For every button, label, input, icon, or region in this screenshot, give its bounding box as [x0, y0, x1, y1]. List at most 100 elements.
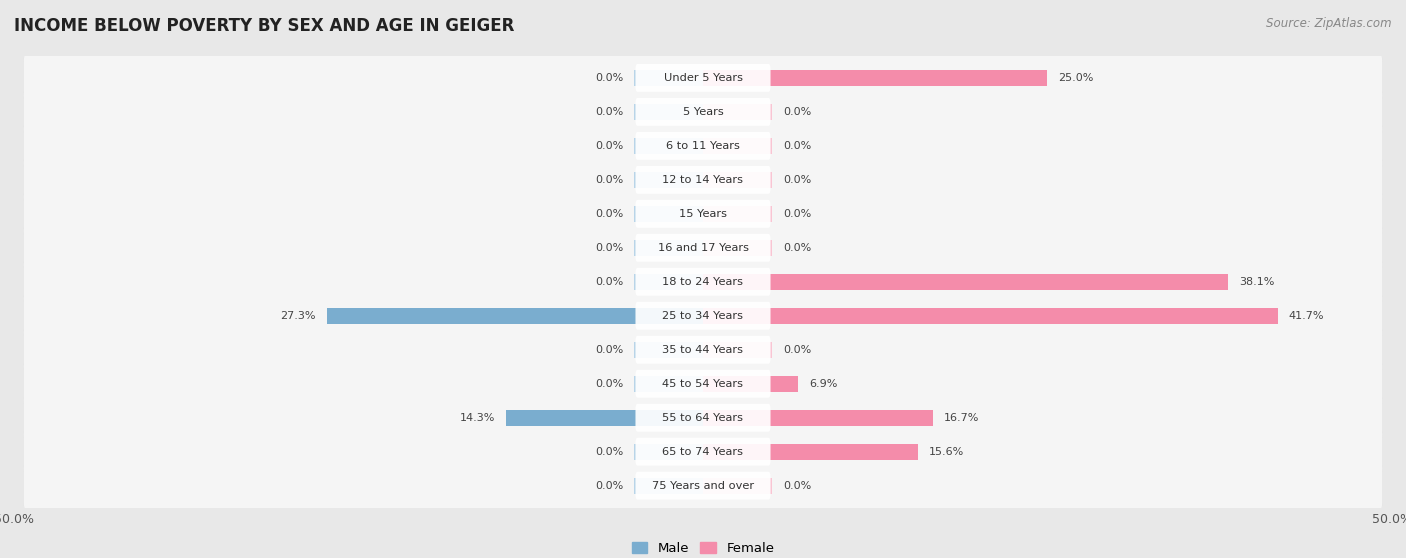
Bar [703, 410, 934, 426]
FancyBboxPatch shape [24, 289, 1382, 342]
Bar [634, 70, 703, 86]
FancyBboxPatch shape [636, 404, 770, 432]
FancyBboxPatch shape [24, 52, 1382, 104]
Text: 12 to 14 Years: 12 to 14 Years [662, 175, 744, 185]
FancyBboxPatch shape [636, 438, 770, 465]
FancyBboxPatch shape [24, 187, 1382, 240]
Bar [703, 444, 918, 460]
FancyBboxPatch shape [24, 357, 1382, 410]
FancyBboxPatch shape [24, 188, 1382, 239]
Text: 35 to 44 Years: 35 to 44 Years [662, 345, 744, 355]
Bar [703, 104, 772, 120]
Bar [634, 104, 703, 120]
Bar [634, 444, 703, 460]
FancyBboxPatch shape [24, 255, 1382, 309]
Bar [634, 240, 703, 256]
FancyBboxPatch shape [24, 323, 1382, 376]
FancyBboxPatch shape [24, 85, 1382, 138]
Text: 0.0%: 0.0% [595, 379, 623, 389]
Legend: Male, Female: Male, Female [626, 536, 780, 558]
FancyBboxPatch shape [636, 200, 770, 228]
Bar [703, 206, 772, 222]
FancyBboxPatch shape [24, 119, 1382, 172]
FancyBboxPatch shape [24, 222, 1382, 275]
FancyBboxPatch shape [24, 425, 1382, 478]
Text: 0.0%: 0.0% [783, 141, 811, 151]
Text: INCOME BELOW POVERTY BY SEX AND AGE IN GEIGER: INCOME BELOW POVERTY BY SEX AND AGE IN G… [14, 17, 515, 35]
Text: 55 to 64 Years: 55 to 64 Years [662, 413, 744, 423]
Text: 25.0%: 25.0% [1059, 73, 1094, 83]
Bar [634, 172, 703, 187]
Text: 0.0%: 0.0% [783, 209, 811, 219]
FancyBboxPatch shape [636, 98, 770, 126]
Bar [703, 172, 772, 187]
FancyBboxPatch shape [24, 256, 1382, 307]
Bar [703, 308, 1278, 324]
Text: 75 Years and over: 75 Years and over [652, 480, 754, 490]
Bar [703, 342, 772, 358]
Text: 14.3%: 14.3% [460, 413, 495, 423]
Text: 15 Years: 15 Years [679, 209, 727, 219]
Bar [703, 240, 772, 256]
FancyBboxPatch shape [24, 426, 1382, 478]
Text: 0.0%: 0.0% [783, 107, 811, 117]
Text: 45 to 54 Years: 45 to 54 Years [662, 379, 744, 389]
Text: 0.0%: 0.0% [595, 107, 623, 117]
FancyBboxPatch shape [636, 64, 770, 92]
Text: 15.6%: 15.6% [929, 447, 965, 456]
Text: 0.0%: 0.0% [783, 480, 811, 490]
Bar [703, 70, 1047, 86]
Bar [703, 274, 1227, 290]
Text: 18 to 24 Years: 18 to 24 Years [662, 277, 744, 287]
FancyBboxPatch shape [636, 234, 770, 262]
FancyBboxPatch shape [24, 51, 1382, 104]
FancyBboxPatch shape [24, 222, 1382, 273]
Text: 0.0%: 0.0% [595, 480, 623, 490]
Text: 0.0%: 0.0% [595, 73, 623, 83]
FancyBboxPatch shape [24, 120, 1382, 172]
FancyBboxPatch shape [636, 472, 770, 499]
Bar [634, 376, 703, 392]
Bar [506, 410, 703, 426]
Text: 38.1%: 38.1% [1239, 277, 1274, 287]
FancyBboxPatch shape [24, 154, 1382, 206]
Text: 0.0%: 0.0% [783, 243, 811, 253]
FancyBboxPatch shape [24, 290, 1382, 341]
FancyBboxPatch shape [24, 391, 1382, 444]
Bar [634, 138, 703, 154]
Text: 0.0%: 0.0% [783, 345, 811, 355]
Text: 0.0%: 0.0% [595, 141, 623, 151]
Text: 0.0%: 0.0% [783, 175, 811, 185]
Text: 16 and 17 Years: 16 and 17 Years [658, 243, 748, 253]
FancyBboxPatch shape [636, 370, 770, 398]
FancyBboxPatch shape [24, 358, 1382, 410]
Text: 0.0%: 0.0% [595, 209, 623, 219]
Text: 25 to 34 Years: 25 to 34 Years [662, 311, 744, 321]
Text: 41.7%: 41.7% [1289, 311, 1324, 321]
FancyBboxPatch shape [636, 302, 770, 330]
Bar [326, 308, 703, 324]
Text: 0.0%: 0.0% [595, 175, 623, 185]
FancyBboxPatch shape [636, 166, 770, 194]
Text: 0.0%: 0.0% [595, 277, 623, 287]
Text: 65 to 74 Years: 65 to 74 Years [662, 447, 744, 456]
Text: 0.0%: 0.0% [595, 345, 623, 355]
Text: 6 to 11 Years: 6 to 11 Years [666, 141, 740, 151]
Text: Under 5 Years: Under 5 Years [664, 73, 742, 83]
Text: 0.0%: 0.0% [595, 447, 623, 456]
FancyBboxPatch shape [24, 459, 1382, 512]
FancyBboxPatch shape [636, 132, 770, 160]
Bar [703, 138, 772, 154]
FancyBboxPatch shape [636, 268, 770, 296]
FancyBboxPatch shape [24, 460, 1382, 512]
Text: 27.3%: 27.3% [280, 311, 316, 321]
FancyBboxPatch shape [24, 86, 1382, 138]
Text: 5 Years: 5 Years [683, 107, 723, 117]
Bar [703, 478, 772, 494]
Bar [634, 274, 703, 290]
Bar [634, 478, 703, 494]
FancyBboxPatch shape [24, 153, 1382, 206]
Bar [634, 206, 703, 222]
Text: Source: ZipAtlas.com: Source: ZipAtlas.com [1267, 17, 1392, 30]
FancyBboxPatch shape [24, 392, 1382, 444]
